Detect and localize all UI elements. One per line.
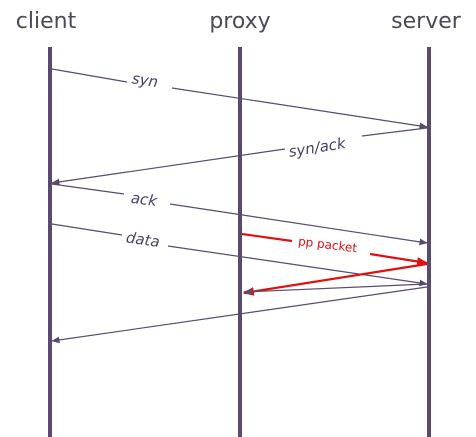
- message-ack: ack: [51, 183, 428, 246]
- syn-label: syn: [131, 69, 160, 91]
- syn-arrow: [171, 87, 428, 130]
- message-syn: syn: [51, 68, 428, 130]
- data-arrow-segment-a: [51, 223, 123, 236]
- message-data: data: [51, 223, 428, 287]
- synack-arrow-segment-a: [361, 127, 428, 137]
- syn-arrow-segment-a: [51, 68, 128, 83]
- pp-reply-arrow: [242, 262, 428, 296]
- pp-packet-arrow: [369, 252, 429, 266]
- ack-arrow: [169, 203, 428, 246]
- synack-label: syn/ack: [287, 134, 348, 161]
- synack-arrow: [51, 148, 286, 186]
- ack-label: ack: [130, 189, 160, 211]
- actor-proxy-label: proxy: [209, 9, 270, 34]
- actor-server-label: server: [391, 9, 462, 34]
- server-to-proxy-arrow: [243, 283, 428, 296]
- server-to-client-arrow: [51, 286, 428, 344]
- ack-arrow-segment-a: [51, 183, 125, 195]
- pp-packet-label: pp packet: [297, 234, 358, 255]
- data-arrow: [167, 245, 428, 287]
- actor-client-label: client: [16, 9, 77, 34]
- pp-packet-arrow-segment-a: [241, 232, 293, 243]
- data-label: data: [125, 228, 161, 251]
